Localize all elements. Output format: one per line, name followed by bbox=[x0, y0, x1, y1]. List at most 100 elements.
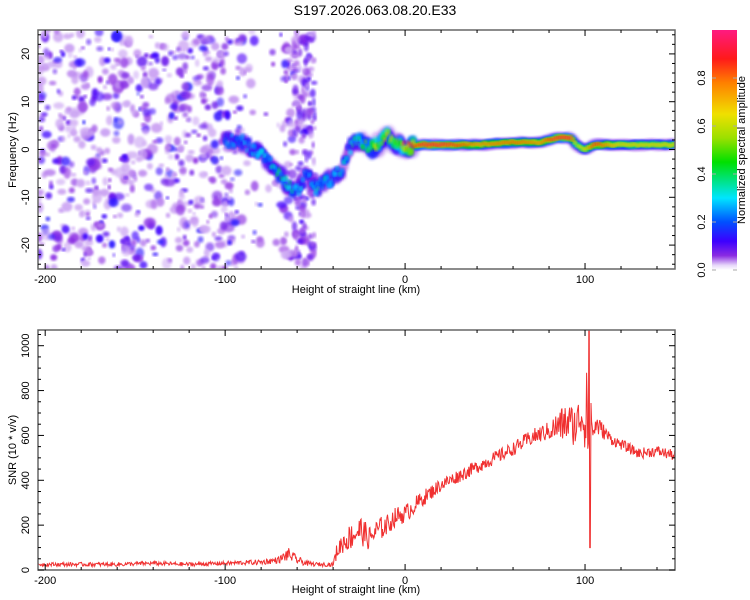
spectrogram-ridge-mark bbox=[359, 139, 363, 143]
spectrogram-noise-blob bbox=[142, 101, 150, 108]
spectrogram-noise-blob bbox=[210, 263, 217, 269]
spectrogram-noise-blob bbox=[132, 254, 141, 262]
spectrogram-ridge-mark bbox=[268, 156, 273, 162]
spectrogram-ridge-mark bbox=[584, 147, 588, 150]
spectrogram-ridge-mark bbox=[228, 144, 231, 148]
spectrogram-noise-blob bbox=[192, 116, 200, 126]
spectrogram-noise-blob bbox=[297, 48, 303, 57]
spectrogram-x-axis-label: Height of straight line (km) bbox=[292, 284, 420, 296]
spectrogram-noise-blob bbox=[301, 133, 307, 139]
spectrogram-noise-blob bbox=[56, 178, 66, 186]
spectrogram-noise-blob bbox=[189, 169, 195, 176]
spectrogram-ridge-mark bbox=[614, 144, 618, 147]
spectrogram-noise-blob bbox=[67, 133, 71, 139]
spectrogram-ridge-mark bbox=[305, 170, 309, 174]
spectrogram-noise-blob bbox=[236, 124, 242, 130]
spectrogram-noise-blob bbox=[231, 219, 240, 227]
spectrogram-ridge-mark bbox=[670, 144, 674, 147]
spectrogram-noise-blob bbox=[64, 43, 75, 53]
spectrogram-noise-blob bbox=[179, 217, 189, 229]
spectrogram-ridge-mark bbox=[627, 143, 631, 146]
spectrogram-noise-blob bbox=[41, 30, 48, 39]
spectrogram-noise-blob bbox=[101, 93, 113, 101]
spectrogram-noise-blob bbox=[197, 80, 201, 84]
spectrogram-ridge-mark bbox=[275, 172, 279, 177]
spectrogram-ridge-mark bbox=[232, 142, 236, 147]
spectrogram-noise-blob bbox=[107, 167, 114, 173]
spectrogram-noise-blob bbox=[53, 102, 65, 109]
spectrogram-ridge-mark bbox=[383, 137, 387, 142]
spectrogram-ridge-mark bbox=[295, 187, 298, 191]
spectrogram-ridge-mark bbox=[353, 136, 357, 140]
colorbar-tick-label: 0.2 bbox=[696, 214, 708, 229]
spectrogram-ridge-mark bbox=[310, 182, 313, 187]
spectrogram-noise-blob bbox=[312, 30, 316, 37]
x-tick-label: -100 bbox=[214, 274, 236, 286]
spectrogram-noise-blob bbox=[305, 36, 312, 41]
spectrogram-noise-blob bbox=[220, 156, 223, 160]
spectrogram-noise-blob bbox=[152, 139, 158, 144]
spectrogram-ridge-mark bbox=[662, 144, 665, 147]
spectrogram-noise-blob bbox=[41, 171, 48, 179]
spectrogram-ridge-mark bbox=[308, 173, 311, 177]
spectrogram-noise-blob bbox=[180, 264, 185, 269]
spectrogram-noise-blob bbox=[69, 109, 80, 119]
spectrogram-noise-blob bbox=[41, 130, 52, 139]
spectrogram-ridge-mark bbox=[225, 141, 229, 145]
spectrogram-ridge-mark bbox=[251, 152, 255, 157]
spectrogram-noise-blob bbox=[113, 265, 123, 269]
spectrogram-noise-blob bbox=[212, 198, 222, 207]
spectrogram-ridge-mark bbox=[498, 142, 501, 145]
spectrogram-ridge-mark bbox=[254, 145, 257, 149]
spectrogram-noise-blob bbox=[221, 42, 229, 51]
spectrogram-noise-blob bbox=[292, 88, 299, 95]
spectrogram-ridge-mark bbox=[260, 149, 264, 154]
spectrogram-noise-blob bbox=[239, 67, 247, 77]
spectrogram-noise-blob bbox=[140, 65, 146, 71]
spectrogram-noise-blob bbox=[303, 41, 309, 52]
spectrogram-noise-blob bbox=[138, 225, 145, 231]
spectrogram-ridge-mark bbox=[223, 141, 227, 145]
spectrogram-ridge-mark bbox=[385, 132, 389, 137]
spectrogram-noise-blob bbox=[108, 240, 116, 249]
spectrogram-noise-blob bbox=[293, 98, 299, 107]
spectrogram-noise-blob bbox=[213, 111, 223, 122]
spectrogram-noise-blob bbox=[191, 129, 198, 134]
spectrogram-ridge-mark bbox=[284, 184, 287, 188]
spectrogram-noise-blob bbox=[203, 248, 210, 258]
spectrogram-noise-blob bbox=[236, 53, 247, 64]
spectrogram-noise-blob bbox=[38, 116, 46, 123]
spectrogram-noise-blob bbox=[176, 46, 181, 52]
spectrogram-noise-blob bbox=[279, 32, 283, 37]
spectrogram-noise-blob bbox=[154, 77, 162, 86]
spectrogram-noise-blob bbox=[311, 198, 316, 206]
spectrogram-noise-blob bbox=[71, 95, 77, 100]
spectrogram-noise-blob bbox=[210, 155, 219, 165]
spectrogram-noise-blob bbox=[54, 234, 62, 242]
spectrogram-noise-blob bbox=[307, 254, 314, 259]
spectrogram-ridge-mark bbox=[631, 143, 635, 146]
spectrogram-ridge-mark bbox=[261, 157, 267, 163]
spectrogram-noise-blob bbox=[55, 118, 64, 129]
spectrogram-noise-blob bbox=[302, 68, 306, 74]
spectrogram-noise-blob bbox=[216, 265, 222, 269]
spectrogram-noise-blob bbox=[143, 217, 156, 229]
spectrogram-ridge-mark bbox=[370, 144, 374, 148]
spectrogram-ridge-mark bbox=[469, 142, 473, 145]
spectrogram-noise-blob bbox=[44, 264, 50, 269]
spectrogram-noise-blob bbox=[101, 158, 108, 163]
spectrogram-noise-blob bbox=[111, 47, 114, 52]
spectrogram-noise-blob bbox=[312, 156, 316, 167]
spectrogram-ridge-mark bbox=[418, 143, 421, 146]
spectrogram-noise-blob bbox=[166, 73, 173, 78]
spectrogram-ridge-mark bbox=[338, 172, 341, 176]
spectrogram-ridge-mark bbox=[325, 176, 328, 180]
x-tick-label: 100 bbox=[576, 274, 594, 286]
spectrogram-ridge-mark bbox=[575, 144, 579, 147]
spectrogram-noise-blob bbox=[85, 82, 90, 88]
spectrogram-noise-blob bbox=[214, 195, 218, 200]
spectrogram-noise-blob bbox=[183, 30, 189, 36]
spectrogram-ridge-mark bbox=[262, 153, 266, 158]
spectrogram-noise-blob bbox=[303, 91, 308, 98]
spectrogram-noise-blob bbox=[43, 63, 48, 68]
